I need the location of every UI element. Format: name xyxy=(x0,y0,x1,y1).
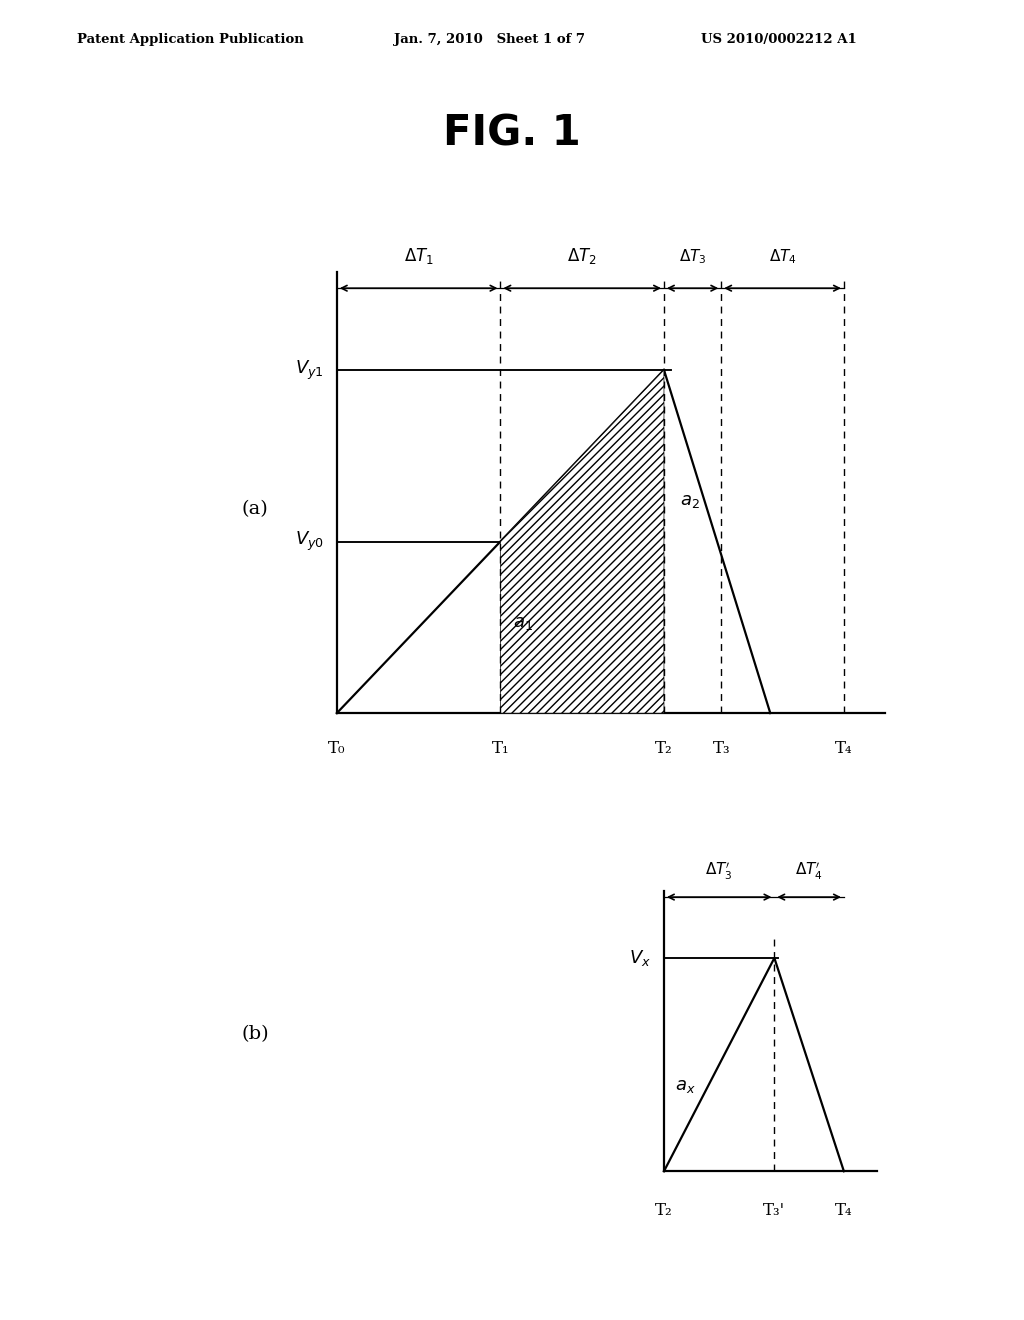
Text: T₄: T₄ xyxy=(835,739,853,756)
Text: US 2010/0002212 A1: US 2010/0002212 A1 xyxy=(701,33,857,46)
Text: Patent Application Publication: Patent Application Publication xyxy=(77,33,303,46)
Text: T₄: T₄ xyxy=(835,1201,853,1218)
Text: $\Delta T_2$: $\Delta T_2$ xyxy=(567,246,597,265)
Text: $a_1$: $a_1$ xyxy=(513,614,534,632)
Text: $V_{y1}$: $V_{y1}$ xyxy=(295,358,324,381)
Text: T₂: T₂ xyxy=(655,1201,673,1218)
Text: $V_{y0}$: $V_{y0}$ xyxy=(295,529,324,553)
Text: T₂: T₂ xyxy=(655,739,673,756)
Text: T₁: T₁ xyxy=(492,739,509,756)
Text: $V_x$: $V_x$ xyxy=(629,948,651,968)
Text: $a_2$: $a_2$ xyxy=(680,491,700,510)
Text: $\Delta T_4'$: $\Delta T_4'$ xyxy=(796,861,823,882)
Text: $\Delta T_4$: $\Delta T_4$ xyxy=(769,247,797,265)
Text: $a_x$: $a_x$ xyxy=(676,1077,696,1096)
Text: (a): (a) xyxy=(242,500,268,517)
Text: FIG. 1: FIG. 1 xyxy=(443,112,581,154)
Text: $\Delta T_3'$: $\Delta T_3'$ xyxy=(706,861,733,882)
Text: $\Delta T_3$: $\Delta T_3$ xyxy=(679,247,707,265)
Text: T₃': T₃' xyxy=(763,1201,785,1218)
Text: T₃: T₃ xyxy=(713,739,730,756)
Text: $\Delta T_1$: $\Delta T_1$ xyxy=(403,246,433,265)
Text: T₀: T₀ xyxy=(328,739,346,756)
Text: (b): (b) xyxy=(242,1026,269,1043)
Polygon shape xyxy=(501,370,664,713)
Text: Jan. 7, 2010   Sheet 1 of 7: Jan. 7, 2010 Sheet 1 of 7 xyxy=(394,33,586,46)
